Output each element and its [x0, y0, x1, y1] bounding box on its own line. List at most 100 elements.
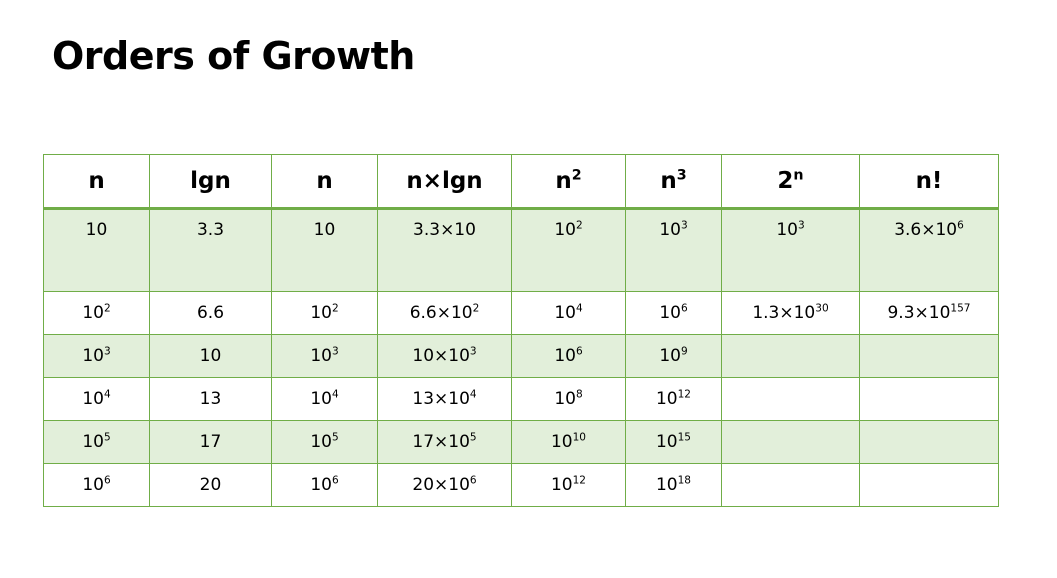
- cell-base: 10: [659, 346, 681, 366]
- table-row: 103 10 103 10×103 106 109: [43, 334, 999, 378]
- cell-base: n: [555, 168, 572, 194]
- table-cell: 1018: [625, 463, 722, 507]
- table-row: 10 3.3 10 3.3×10 102 103 103 3.6×106: [43, 208, 999, 292]
- cell-base: lgn: [190, 168, 231, 194]
- cell-exponent: 6: [957, 219, 964, 232]
- cell-exponent: 4: [103, 388, 111, 401]
- table-cell: [721, 420, 860, 464]
- table-body: 10 3.3 10 3.3×10 102 103 103 3.6×106 102 6.6 102 6.…: [43, 208, 999, 507]
- cell-exponent: 3: [331, 345, 339, 358]
- cell-base: 10: [310, 389, 332, 409]
- cell-base: 20: [199, 475, 222, 495]
- cell-exponent: 3: [797, 219, 805, 232]
- cell-exponent: 2: [331, 302, 339, 315]
- cell-base: 10: [554, 346, 576, 366]
- cell-exponent: 8: [575, 388, 583, 401]
- cell-base: 10: [310, 432, 332, 452]
- cell-exponent: 4: [469, 388, 477, 401]
- table-cell: 109: [625, 334, 722, 378]
- cell-base: 3.3: [196, 220, 225, 240]
- table-cell: 3.3: [149, 208, 272, 292]
- cell-base: 17×10: [412, 432, 470, 452]
- table-cell: 106: [511, 334, 626, 378]
- table-cell: 10: [149, 334, 272, 378]
- cell-base: 10: [85, 220, 108, 240]
- cell-base: 10×10: [412, 346, 470, 366]
- column-header: n3: [625, 154, 722, 210]
- table-cell: 104: [43, 377, 150, 421]
- cell-base: 3.6×10: [894, 220, 958, 240]
- cell-exponent: 2: [571, 167, 582, 184]
- table-cell: 102: [511, 208, 626, 292]
- cell-base: 10: [776, 220, 798, 240]
- cell-exponent: 2: [575, 219, 583, 232]
- table-cell: 103: [721, 208, 860, 292]
- table-cell: 6.6×102: [377, 291, 512, 335]
- column-header: n!: [859, 154, 999, 210]
- table-cell: 10: [271, 208, 378, 292]
- cell-exponent: 9: [680, 345, 688, 358]
- cell-exponent: 5: [469, 431, 477, 444]
- cell-base: 13×10: [412, 389, 470, 409]
- table-cell: 6.6: [149, 291, 272, 335]
- cell-base: 10: [82, 303, 104, 323]
- table-cell: 1012: [511, 463, 626, 507]
- table-cell: 13: [149, 377, 272, 421]
- cell-base: 10: [655, 432, 678, 452]
- table-cell: 10×103: [377, 334, 512, 378]
- table-cell: 1010: [511, 420, 626, 464]
- cell-exponent: 157: [950, 302, 971, 315]
- table-cell: 1.3×1030: [721, 291, 860, 335]
- cell-exponent: 10: [572, 431, 587, 444]
- cell-exponent: 12: [572, 474, 587, 487]
- table-cell: 106: [43, 463, 150, 507]
- table-cell: [859, 377, 999, 421]
- table-cell: 20: [149, 463, 272, 507]
- cell-base: 10: [310, 303, 332, 323]
- cell-base: 9.3×10: [887, 303, 951, 323]
- table-cell: 104: [511, 291, 626, 335]
- table-cell: 103: [43, 334, 150, 378]
- cell-exponent: 3: [103, 345, 111, 358]
- cell-base: 10: [554, 220, 576, 240]
- cell-exponent: 15: [677, 431, 692, 444]
- cell-exponent: 3: [469, 345, 477, 358]
- table-cell: 20×106: [377, 463, 512, 507]
- table-cell: 106: [625, 291, 722, 335]
- table-cell: 103: [625, 208, 722, 292]
- cell-exponent: 4: [331, 388, 339, 401]
- table-cell: [859, 463, 999, 507]
- cell-base: 10: [82, 389, 104, 409]
- cell-base: 2: [777, 168, 794, 194]
- cell-exponent: 4: [575, 302, 583, 315]
- cell-exponent: 6: [575, 345, 583, 358]
- table-row: 104 13 104 13×104 108 1012: [43, 377, 999, 421]
- column-header: n2: [511, 154, 626, 210]
- cell-base: n: [316, 168, 333, 194]
- cell-base: 10: [313, 220, 336, 240]
- table-cell: [859, 334, 999, 378]
- cell-base: 10: [82, 432, 104, 452]
- table-cell: 102: [43, 291, 150, 335]
- table-header-row: n lgn n n×lgn n2 n3 2n n!: [43, 154, 999, 210]
- table-cell: 103: [271, 334, 378, 378]
- cell-exponent: 6: [680, 302, 688, 315]
- cell-exponent: 6: [103, 474, 111, 487]
- slide-title: Orders of Growth: [52, 34, 415, 78]
- cell-exponent: 6: [331, 474, 339, 487]
- cell-base: 10: [82, 475, 104, 495]
- cell-exponent: 2: [103, 302, 111, 315]
- cell-base: 6.6: [196, 303, 225, 323]
- table-cell: 3.3×10: [377, 208, 512, 292]
- table-row: 106 20 106 20×106 1012 1018: [43, 463, 999, 507]
- table-cell: 108: [511, 377, 626, 421]
- table-cell: [721, 463, 860, 507]
- table-cell: 102: [271, 291, 378, 335]
- column-header: n×lgn: [377, 154, 512, 210]
- cell-exponent: 18: [677, 474, 692, 487]
- cell-base: n: [660, 168, 677, 194]
- cell-exponent: 30: [815, 302, 829, 315]
- cell-base: 10: [199, 346, 222, 366]
- table-row: 105 17 105 17×105 1010 1015: [43, 420, 999, 464]
- table-cell: 105: [43, 420, 150, 464]
